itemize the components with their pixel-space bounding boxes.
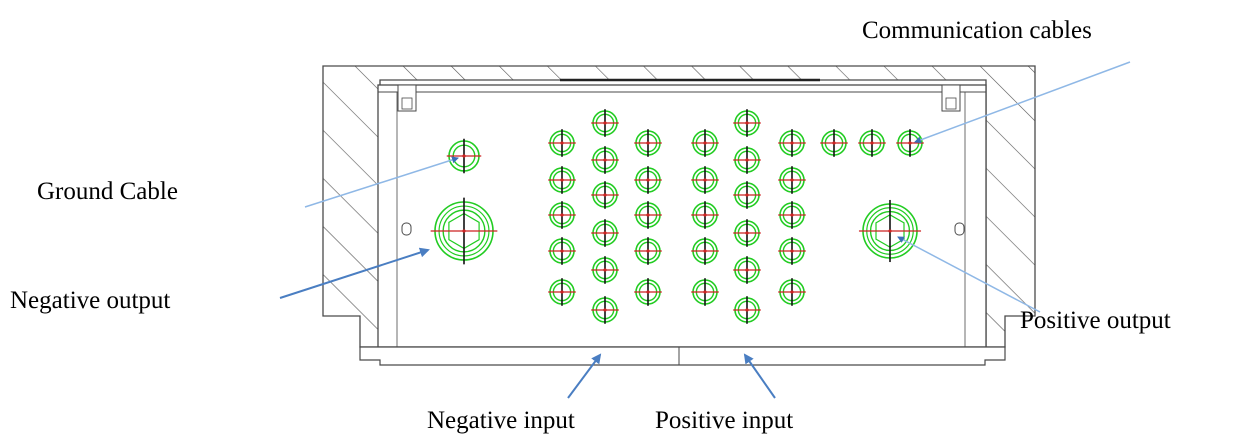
label-ground-cable: Ground Cable bbox=[37, 178, 178, 205]
label-communication-cables: Communication cables bbox=[862, 17, 1092, 44]
cable-gland-5 bbox=[548, 278, 576, 306]
leader-ground bbox=[304, 156, 459, 208]
communication-gland-2 bbox=[858, 129, 886, 157]
cable-gland-28 bbox=[778, 129, 806, 157]
cable-gland-13 bbox=[634, 166, 662, 194]
cable-gland-4 bbox=[548, 237, 576, 265]
cable-gland-6 bbox=[591, 109, 619, 137]
cable-gland-19 bbox=[691, 201, 719, 229]
cable-gland-1 bbox=[548, 129, 576, 157]
side-slot-left bbox=[401, 222, 412, 236]
mount-lug-left-inner bbox=[401, 97, 413, 110]
label-positive-input: Positive input bbox=[655, 407, 793, 434]
cable-gland-22 bbox=[733, 109, 761, 137]
enclosure-wall-hatch bbox=[322, 65, 1036, 348]
cable-gland-16 bbox=[634, 278, 662, 306]
cable-gland-15 bbox=[634, 237, 662, 265]
cable-gland-23 bbox=[733, 146, 761, 174]
enclosure-base bbox=[359, 346, 1006, 366]
cable-gland-31 bbox=[778, 237, 806, 265]
label-negative-output: Negative output bbox=[10, 287, 170, 314]
cable-gland-10 bbox=[591, 256, 619, 284]
cable-gland-18 bbox=[691, 166, 719, 194]
cable-gland-8 bbox=[591, 181, 619, 209]
cable-gland-11 bbox=[591, 296, 619, 324]
cable-gland-25 bbox=[733, 219, 761, 247]
cable-gland-20 bbox=[691, 237, 719, 265]
leader-negative-input bbox=[567, 353, 602, 399]
cable-gland-14 bbox=[634, 201, 662, 229]
cable-gland-2 bbox=[548, 166, 576, 194]
cable-gland-3 bbox=[548, 201, 576, 229]
cable-gland-24 bbox=[733, 181, 761, 209]
cable-gland-27 bbox=[733, 296, 761, 324]
mount-lug-right-inner bbox=[945, 97, 957, 110]
positive-output-gland bbox=[858, 199, 922, 263]
cable-gland-7 bbox=[591, 146, 619, 174]
label-positive-output: Positive output bbox=[1020, 307, 1171, 334]
communication-gland-1 bbox=[820, 129, 848, 157]
cable-gland-29 bbox=[778, 166, 806, 194]
leader-positive-output bbox=[897, 236, 1041, 313]
negative-output-gland bbox=[430, 197, 498, 265]
leader-communication bbox=[914, 61, 1131, 144]
cable-gland-30 bbox=[778, 201, 806, 229]
leader-positive-input bbox=[743, 353, 776, 399]
cable-gland-26 bbox=[733, 256, 761, 284]
cable-gland-17 bbox=[691, 129, 719, 157]
leader-negative-output bbox=[279, 247, 430, 299]
cable-gland-12 bbox=[634, 129, 662, 157]
cable-gland-9 bbox=[591, 219, 619, 247]
ground-gland bbox=[446, 138, 482, 174]
side-slot-right bbox=[954, 222, 965, 236]
cable-glands bbox=[430, 109, 924, 324]
label-negative-input: Negative input bbox=[427, 407, 575, 434]
cable-gland-21 bbox=[691, 278, 719, 306]
cable-gland-32 bbox=[778, 278, 806, 306]
